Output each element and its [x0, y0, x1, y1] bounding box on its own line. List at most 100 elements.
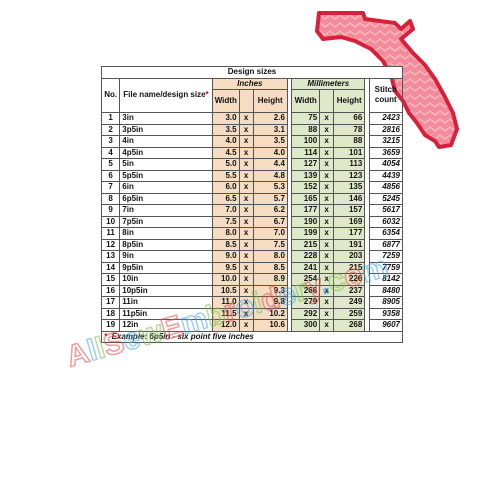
stitch-count: 9607	[368, 319, 404, 332]
times-separator: x	[319, 284, 335, 297]
row-number: 10	[100, 215, 121, 228]
table-row: 3 4in 4.0 x 3.5 100 x 88 3215	[100, 135, 404, 148]
stitch-count: 3659	[368, 146, 404, 159]
height-mm: 177	[333, 227, 366, 240]
times-separator: x	[319, 135, 335, 148]
table-title: Design sizes	[101, 66, 403, 79]
height-inches: 3.1	[252, 123, 288, 136]
times-separator: x	[238, 250, 254, 263]
times-separator: x	[319, 169, 335, 182]
row-number: 18	[100, 307, 121, 320]
table-row: 2 3p5in 3.5 x 3.1 88 x 78 2816	[100, 123, 404, 136]
row-number: 6	[100, 169, 121, 182]
height-inches: 7.0	[252, 227, 288, 240]
width-mm: 254	[291, 273, 321, 286]
width-inches: 9.0	[211, 250, 240, 263]
height-inches: 8.9	[252, 273, 288, 286]
stitch-count: 6032	[368, 215, 404, 228]
width-inches: 10.5	[211, 284, 240, 297]
width-inches: 6.5	[211, 192, 240, 205]
width-inches: 11.5	[211, 307, 240, 320]
times-separator: x	[319, 319, 335, 332]
height-mm: 268	[333, 319, 366, 332]
width-mm: 215	[291, 238, 321, 251]
design-size-name: 4p5in	[119, 146, 213, 159]
stitch-count: 4856	[368, 181, 404, 194]
design-size-name: 5in	[119, 158, 213, 171]
times-separator: x	[319, 307, 335, 320]
row-number: 12	[100, 238, 121, 251]
width-mm: 266	[291, 284, 321, 297]
times-separator: x	[319, 261, 335, 274]
stitch-count: 4439	[368, 169, 404, 182]
times-separator: x	[319, 123, 335, 136]
width-mm: 75	[291, 112, 321, 125]
footnote: * Example: 6p5in - six point five inches	[101, 330, 403, 343]
height-inches: 2.6	[252, 112, 288, 125]
height-inches: 6.7	[252, 215, 288, 228]
stitch-count: 5617	[368, 204, 404, 217]
design-size-name: 8in	[119, 227, 213, 240]
stitch-count: 9358	[368, 307, 404, 320]
row-number: 14	[100, 261, 121, 274]
times-separator: x	[319, 238, 335, 251]
width-mm: 88	[291, 123, 321, 136]
row-number: 16	[100, 284, 121, 297]
width-mm-header: Width	[291, 89, 321, 113]
stitch-count: 2423	[368, 112, 404, 125]
width-inches: 10.0	[211, 273, 240, 286]
times-separator: x	[238, 192, 254, 205]
row-number: 13	[100, 250, 121, 263]
table-row: 12 8p5in 8.5 x 7.5 215 x 191 6877	[100, 238, 404, 251]
design-size-name: 5p5in	[119, 169, 213, 182]
times-separator: x	[319, 204, 335, 217]
height-mm: 226	[333, 273, 366, 286]
width-mm: 292	[291, 307, 321, 320]
times-separator: x	[319, 273, 335, 286]
height-inches: 5.3	[252, 181, 288, 194]
height-mm: 169	[333, 215, 366, 228]
row-number: 4	[100, 146, 121, 159]
times-separator: x	[238, 146, 254, 159]
times-separator: x	[238, 296, 254, 309]
width-mm: 127	[291, 158, 321, 171]
times-separator: x	[238, 284, 254, 297]
design-size-name: 3p5in	[119, 123, 213, 136]
times-separator: x	[238, 169, 254, 182]
height-mm: 203	[333, 250, 366, 263]
table-row: 7 6in 6.0 x 5.3 152 x 135 4856	[100, 181, 404, 194]
width-mm: 165	[291, 192, 321, 205]
width-mm: 152	[291, 181, 321, 194]
width-inches: 8.5	[211, 238, 240, 251]
row-number: 19	[100, 319, 121, 332]
width-mm: 228	[291, 250, 321, 263]
width-mm: 139	[291, 169, 321, 182]
width-inches: 11.0	[211, 296, 240, 309]
height-mm: 191	[333, 238, 366, 251]
file-name-header: File name/design size*	[119, 77, 213, 113]
width-inches: 4.5	[211, 146, 240, 159]
design-size-name: 12in	[119, 319, 213, 332]
times-separator: x	[319, 112, 335, 125]
stitch-count: 8480	[368, 284, 404, 297]
times-separator: x	[238, 273, 254, 286]
stitch-count: 6877	[368, 238, 404, 251]
design-size-name: 3in	[119, 112, 213, 125]
stitch-count: 2816	[368, 123, 404, 136]
no-header: No.	[100, 77, 121, 113]
height-mm: 113	[333, 158, 366, 171]
times-separator: x	[319, 158, 335, 171]
table-row: 15 10in 10.0 x 8.9 254 x 226 8142	[100, 273, 404, 286]
design-size-name: 11p5in	[119, 307, 213, 320]
inches-group-header: Inches	[211, 77, 288, 90]
width-inches: 4.0	[211, 135, 240, 148]
stitch-count: 8142	[368, 273, 404, 286]
width-mm: 279	[291, 296, 321, 309]
design-size-name: 10p5in	[119, 284, 213, 297]
times-separator: x	[319, 227, 335, 240]
table-row: 17 11in 11.0 x 9.8 279 x 249 8905	[100, 296, 404, 309]
design-size-name: 6in	[119, 181, 213, 194]
stitch-count: 8905	[368, 296, 404, 309]
stitch-count: 7259	[368, 250, 404, 263]
design-sizes-table: Design sizes No. File name/design size* …	[100, 66, 404, 343]
